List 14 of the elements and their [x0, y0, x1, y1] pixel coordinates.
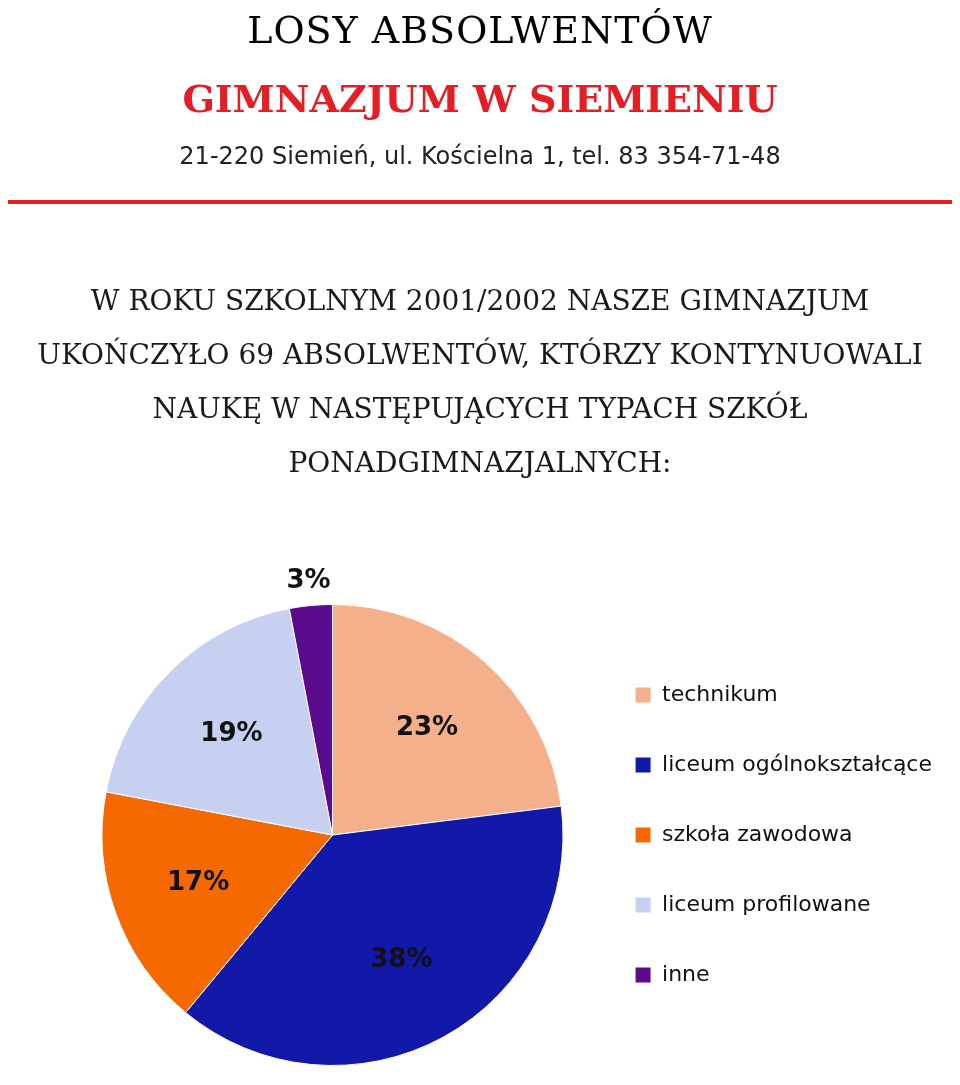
chart-title: LOSY ABSOLWENTÓW — [246, 8, 714, 52]
legend-label: inne — [662, 960, 710, 986]
data-label: 3% — [286, 564, 331, 595]
text: 21-220 Siemień, ul. Kościelna 1, tel. 83 354-71-48 — [178, 142, 782, 170]
data-label: 17% — [166, 866, 230, 897]
chart-subtitle: W ROKU SZKOLNYM 2001/2002 NASZE GIMNAZJUM UKOŃCZYŁO 69 ABSOLWENTÓW, KTÓRZY KONTYNUOWALI NAUKĘ W NASTĘPUJĄCYCH TYPACH SZKÓŁ PONADGIMNAZJALNYCH: — [36, 283, 924, 481]
legend-label: liceum ogólnokształcące — [662, 750, 933, 776]
text: GIMNAZJUM W SIEMIENIU — [181, 76, 779, 121]
legend-label: szkoła zawodowa — [662, 820, 853, 846]
data-label: 23% — [395, 710, 459, 741]
legend-label: technikum — [662, 680, 778, 706]
legend-label: liceum profilowane — [662, 890, 871, 916]
data-label: 38% — [370, 942, 433, 973]
data-label: 19% — [200, 716, 263, 747]
